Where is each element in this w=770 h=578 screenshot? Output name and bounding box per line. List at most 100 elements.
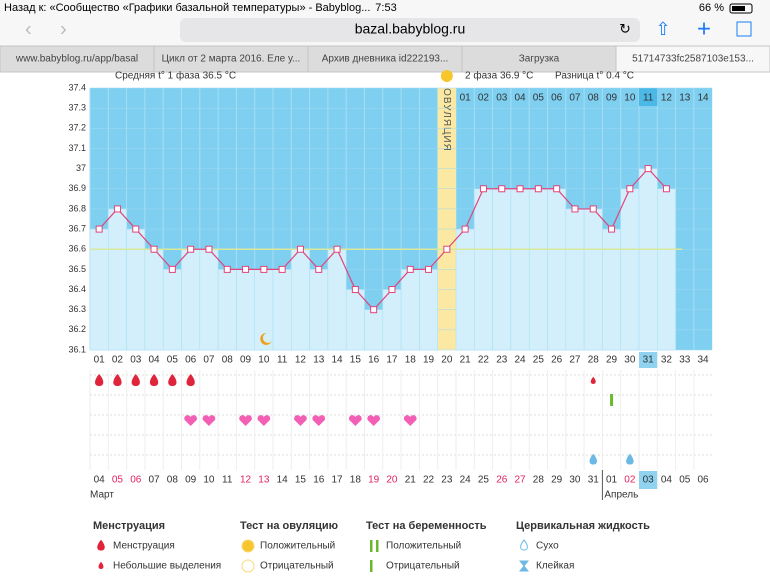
temperature-bar: [492, 188, 512, 351]
temperature-bar: [657, 188, 676, 351]
spotting-mark: [590, 376, 596, 384]
legend-item: Отрицательный: [260, 561, 334, 572]
date-label: 04: [94, 475, 106, 486]
phase2-day: 03: [496, 93, 508, 104]
temperature-point: [168, 265, 176, 273]
temperature-bar: [181, 248, 201, 351]
y-tick-label: 36.7: [68, 223, 86, 233]
temperature-point: [589, 205, 597, 213]
address-field[interactable]: [180, 18, 640, 42]
cervical-fluid-mark: [589, 453, 597, 465]
y-tick-label: 36.6: [68, 244, 86, 254]
day-label: 28: [588, 355, 600, 366]
legend-title: Цервикальная жидкость: [516, 520, 650, 532]
date-label: 27: [514, 475, 526, 486]
tabs-button[interactable]: [736, 21, 752, 37]
phase2-summary: 2 фаза 36.9 °C: [465, 70, 533, 82]
date-label: 04: [661, 475, 673, 486]
moon-icon: [260, 332, 272, 345]
clock: 7:53: [375, 2, 396, 14]
day-label: 18: [405, 355, 417, 366]
date-label: 23: [441, 475, 453, 486]
phase2-day: 09: [606, 93, 618, 104]
forward-button[interactable]: ›: [60, 18, 67, 40]
temperature-bar: [547, 188, 567, 351]
day-label: 03: [130, 355, 142, 366]
date-label: 11: [222, 475, 233, 486]
month-label: Март: [90, 490, 114, 501]
battery-icon: [729, 3, 753, 14]
day-label: 31: [643, 355, 655, 366]
day-label: 01: [94, 355, 106, 366]
date-label: 09: [185, 475, 197, 486]
legend-title: Тест на овуляцию: [240, 520, 338, 532]
date-label: 31: [588, 475, 600, 486]
day-label: 29: [606, 355, 618, 366]
intercourse-mark: [348, 415, 362, 426]
legend-item: Положительный: [260, 541, 335, 552]
day-label: 15: [350, 355, 362, 366]
temperature-point: [333, 245, 341, 253]
reload[interactable]: ↻: [619, 21, 631, 37]
menstruation-mark: [131, 374, 140, 386]
date-label: 18: [350, 475, 362, 486]
phase2-day: 10: [624, 93, 636, 104]
back-link[interactable]: Назад к: «Сообщество «Графики базальной …: [4, 2, 370, 14]
legend-item: Небольшие выделения: [113, 560, 221, 572]
temperature-bar: [108, 208, 127, 351]
tab[interactable]: [0, 45, 155, 73]
date-label: 28: [533, 475, 545, 486]
temperature-bar: [254, 269, 274, 351]
intercourse-mark: [367, 415, 381, 426]
temperature-bar: [620, 188, 640, 351]
date-label: 21: [405, 475, 417, 486]
day-label: 27: [569, 355, 581, 366]
menstruation-mark: [113, 374, 122, 386]
date-label: 01: [606, 475, 618, 486]
day-label: 02: [112, 355, 124, 366]
date-label: 07: [148, 475, 160, 486]
phase2-day: 08: [588, 93, 600, 104]
temperature-bar: [602, 228, 621, 351]
phase2-day: 13: [679, 93, 691, 104]
tab[interactable]: [461, 45, 617, 73]
date-label: 25: [478, 475, 490, 486]
share[interactable]: ⇧: [655, 19, 670, 39]
legend-item: Клейкая: [536, 561, 574, 572]
y-tick-label: 36.3: [68, 304, 86, 314]
day-label: 21: [460, 355, 472, 366]
difference-summary: Разница t° 0.4 °C: [555, 71, 634, 82]
day-label: 26: [551, 355, 563, 366]
back-button[interactable]: ‹: [25, 18, 32, 40]
date-label: 29: [551, 475, 563, 486]
tab[interactable]: [153, 45, 309, 73]
temperature-point: [351, 286, 359, 294]
temperature-point: [278, 265, 286, 273]
tab[interactable]: [615, 45, 770, 73]
day-label: 09: [240, 355, 252, 366]
intercourse-mark: [294, 415, 307, 426]
temperature-point: [315, 265, 323, 273]
tab[interactable]: [307, 45, 463, 73]
day-label: 25: [533, 355, 545, 366]
temperature-bar: [364, 309, 384, 351]
date-label: 03: [643, 475, 655, 486]
temperature-bar: [583, 208, 603, 351]
temperature-bar: [162, 269, 182, 351]
temperature-point: [644, 165, 652, 173]
url: bazal.babyblog.ru: [355, 21, 466, 37]
legend-item: Сухо: [536, 541, 559, 552]
date-label: 05: [112, 475, 124, 486]
intercourse-mark: [403, 415, 417, 426]
menstruation-mark: [149, 374, 159, 386]
temperature-point: [150, 245, 158, 253]
new-tab[interactable]: +: [697, 15, 711, 42]
date-label: 16: [313, 475, 325, 486]
legend-icon: [520, 539, 528, 551]
tab-title: Загрузка: [519, 54, 560, 65]
day-label: 08: [222, 355, 234, 366]
temperature-point: [406, 265, 414, 273]
tab-title: Цикл от 2 марта 2016. Еле у...: [162, 54, 301, 65]
legend-icon: [241, 539, 255, 553]
day-label: 23: [496, 355, 508, 366]
